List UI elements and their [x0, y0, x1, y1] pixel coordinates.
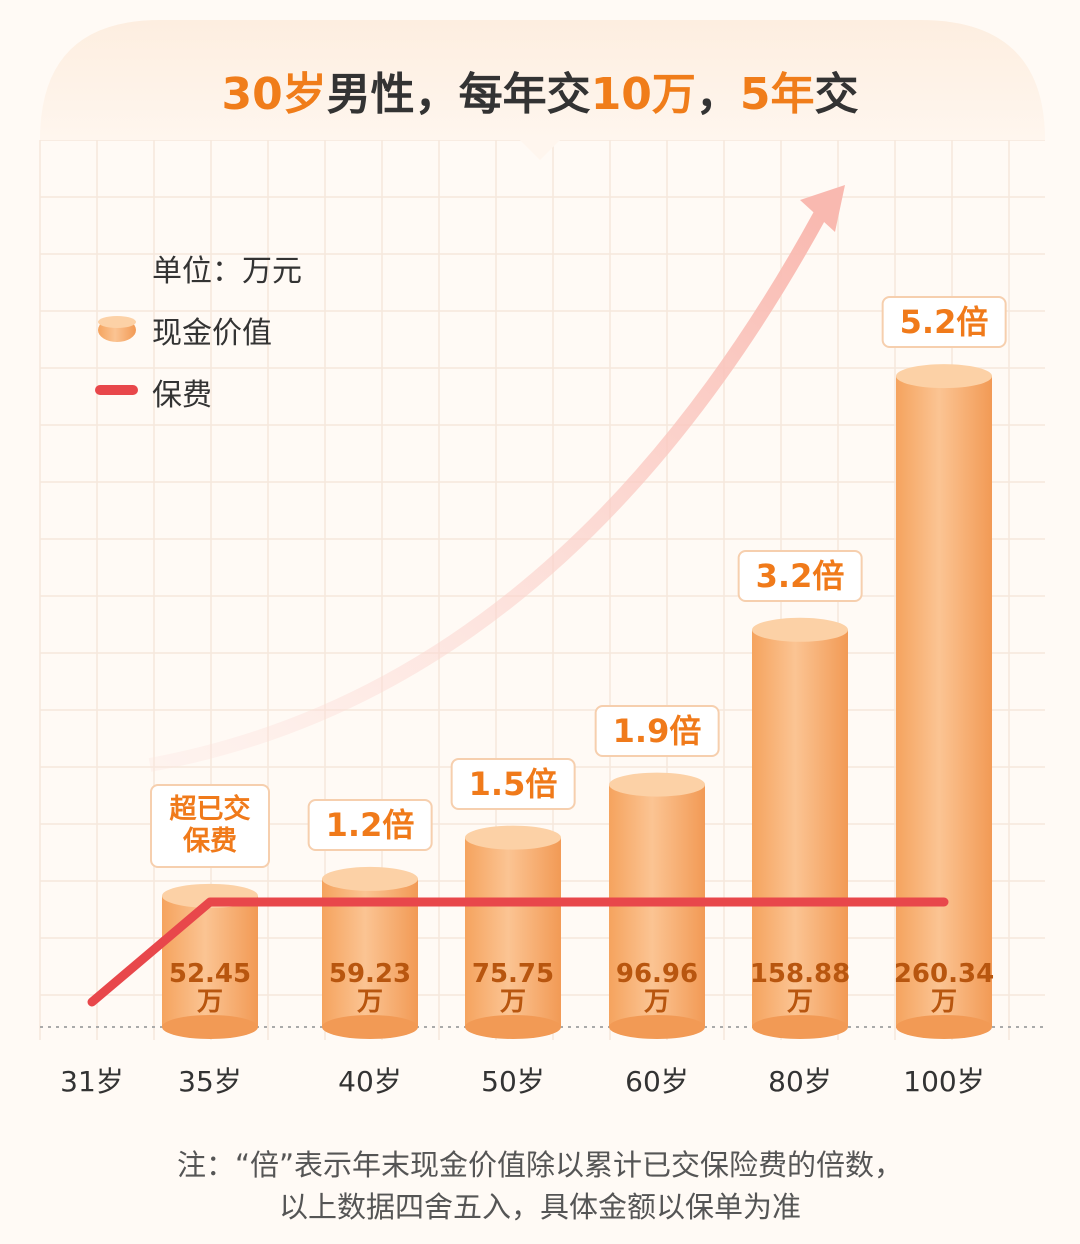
x-tick-label: 80岁: [768, 1065, 832, 1098]
value-label: 52.45万: [168, 959, 252, 1017]
bar-bottom: [322, 1015, 418, 1039]
premium-line: [87, 897, 949, 1007]
multiple-label: 1.2倍: [307, 798, 433, 851]
title-part: 10万: [590, 69, 696, 120]
multiple-label: 1.9倍: [594, 704, 720, 757]
bar-body: [752, 629, 848, 1027]
trend-arrow: [148, 211, 827, 772]
title-part: 男性，每年交: [326, 69, 591, 120]
bar-top: [609, 772, 705, 797]
bar-top: [322, 866, 418, 891]
value-label: 158.88万: [749, 959, 851, 1017]
bar-body: [465, 837, 561, 1027]
legend-label: 现金价值: [152, 316, 272, 351]
title-banner: [40, 20, 1045, 140]
bar-body: [896, 376, 992, 1027]
x-tick-label: 100岁: [903, 1065, 985, 1098]
multiple-label: 超已交保费: [150, 783, 270, 868]
value-label: 96.96万: [615, 959, 699, 1017]
bar-body: [162, 895, 258, 1027]
bar-bottom: [162, 1015, 258, 1039]
multiple-label: 5.2倍: [881, 296, 1007, 349]
value-label: 260.34万: [893, 959, 995, 1017]
bar-top: [752, 617, 848, 642]
bar-bottom: [465, 1015, 561, 1039]
chart-title: 30岁男性，每年交10万，5年交: [0, 58, 1080, 122]
bar-top: [896, 364, 992, 389]
x-tick-label: 60岁: [625, 1065, 689, 1098]
multiple-label: 3.2倍: [737, 549, 863, 602]
bar-bottom: [609, 1015, 705, 1039]
unit-label: 单位：万元: [152, 254, 302, 289]
title-part: 交: [814, 69, 859, 120]
x-tick-label: 31岁: [60, 1065, 124, 1098]
note: 注：“倍”表示年末现金价值除以累计已交保险费的倍数，: [176, 1148, 904, 1182]
multiple-label: 1.5倍: [450, 757, 576, 810]
title-part: ，: [695, 69, 740, 120]
value-label: 59.23万: [328, 959, 412, 1017]
x-tick-label: 40岁: [338, 1065, 402, 1098]
legend-icon-bar-top: [98, 316, 136, 328]
bar-bottom: [752, 1015, 848, 1039]
title-part: 30岁: [221, 69, 327, 120]
value-label: 75.75万: [471, 959, 555, 1017]
note: 以上数据四舍五入，具体金额以保单为准: [278, 1190, 801, 1224]
bar-bottom: [896, 1015, 992, 1039]
trend-arrow-head: [800, 185, 845, 232]
x-tick-label: 35岁: [178, 1065, 242, 1098]
bar-top: [465, 825, 561, 850]
banner-pointer: [520, 140, 560, 160]
title-part: 5年: [739, 69, 815, 120]
x-tick-label: 50岁: [481, 1065, 545, 1098]
legend-label: 保费: [152, 378, 212, 413]
